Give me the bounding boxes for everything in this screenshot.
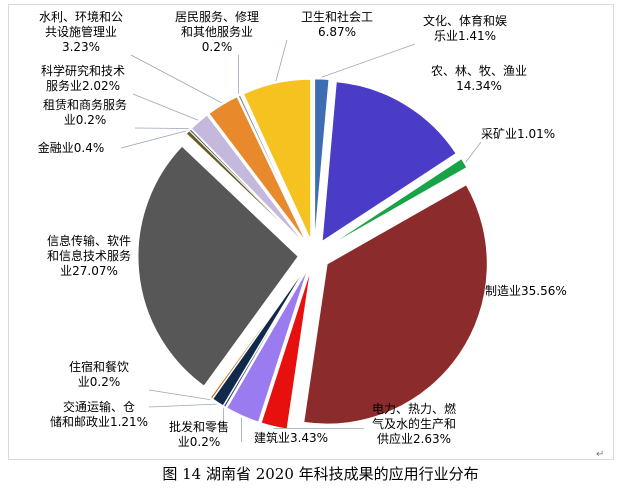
slice-label: 建筑业3.43% bbox=[254, 430, 328, 445]
pie-slice bbox=[260, 270, 311, 430]
pie-slice bbox=[188, 128, 304, 244]
slice-label: 租赁和商务服务业0.2% bbox=[43, 97, 127, 127]
pie-slice bbox=[243, 78, 311, 240]
pie-slice bbox=[327, 158, 468, 247]
slice-label: 交通运输、仓储和邮政业1.21% bbox=[50, 399, 148, 429]
slice-label: 采矿业1.01% bbox=[481, 127, 555, 141]
leader-line bbox=[120, 130, 187, 149]
chart-frame: 文化、体育和娱乐业1.41% 农、林、牧、渔业 14.34% 采矿业1.01% 制造业3… bbox=[8, 4, 614, 460]
slice-label: 文化、体育和娱乐业1.41% bbox=[423, 13, 507, 43]
pie-chart: 文化、体育和娱乐业1.41% 农、林、牧、渔业 14.34% 采矿业1.01% 制造业3… bbox=[38, 9, 567, 449]
pie-slice bbox=[210, 267, 306, 400]
pie-slice bbox=[303, 184, 488, 425]
pie-slice bbox=[208, 96, 307, 242]
slice-label: 制造业35.56% bbox=[485, 284, 567, 298]
leader-line bbox=[132, 93, 199, 121]
slice-label: 信息传输、软件和信息技术服务业27.07% bbox=[47, 233, 131, 278]
leader-line bbox=[321, 43, 416, 78]
slice-label: 住宿和餐饮业0.2% bbox=[69, 359, 129, 389]
slice-label: 科学研究和技术服务业2.02% bbox=[41, 63, 125, 93]
pie-slice bbox=[212, 268, 306, 407]
pie-slice bbox=[223, 268, 307, 408]
slice-label: 居民服务、修理和其他服务业 0.2% bbox=[175, 9, 259, 54]
slice-label: 金融业0.4% bbox=[38, 140, 105, 155]
slice-label: 批发和零售业0.2% bbox=[169, 419, 229, 449]
leader-line bbox=[148, 403, 217, 408]
figure-caption: 图 14 湖南省 2020 年科技成果的应用行业分布 bbox=[162, 465, 479, 483]
pie-slice bbox=[191, 114, 304, 244]
leader-line bbox=[134, 127, 189, 129]
slice-label: 电力、热力、燃气及水的生产和供应业2.63% bbox=[372, 401, 456, 446]
pie-slice bbox=[321, 81, 457, 243]
leader-line bbox=[148, 389, 211, 401]
slice-label: 农、林、牧、渔业 14.34% bbox=[431, 64, 527, 93]
pie-slice bbox=[226, 269, 308, 423]
slice-label: 水利、环境和公共设施管理业 3.23% bbox=[39, 9, 123, 54]
pie-slice bbox=[314, 78, 330, 240]
return-mark-icon: ↵ bbox=[596, 449, 605, 460]
leader-line bbox=[275, 39, 288, 82]
pie-slice bbox=[237, 94, 308, 241]
slice-label: 卫生和社会工 6.87% bbox=[301, 9, 373, 39]
leader-line bbox=[130, 54, 222, 104]
leader-line bbox=[465, 141, 482, 163]
pie-slice bbox=[137, 145, 299, 387]
